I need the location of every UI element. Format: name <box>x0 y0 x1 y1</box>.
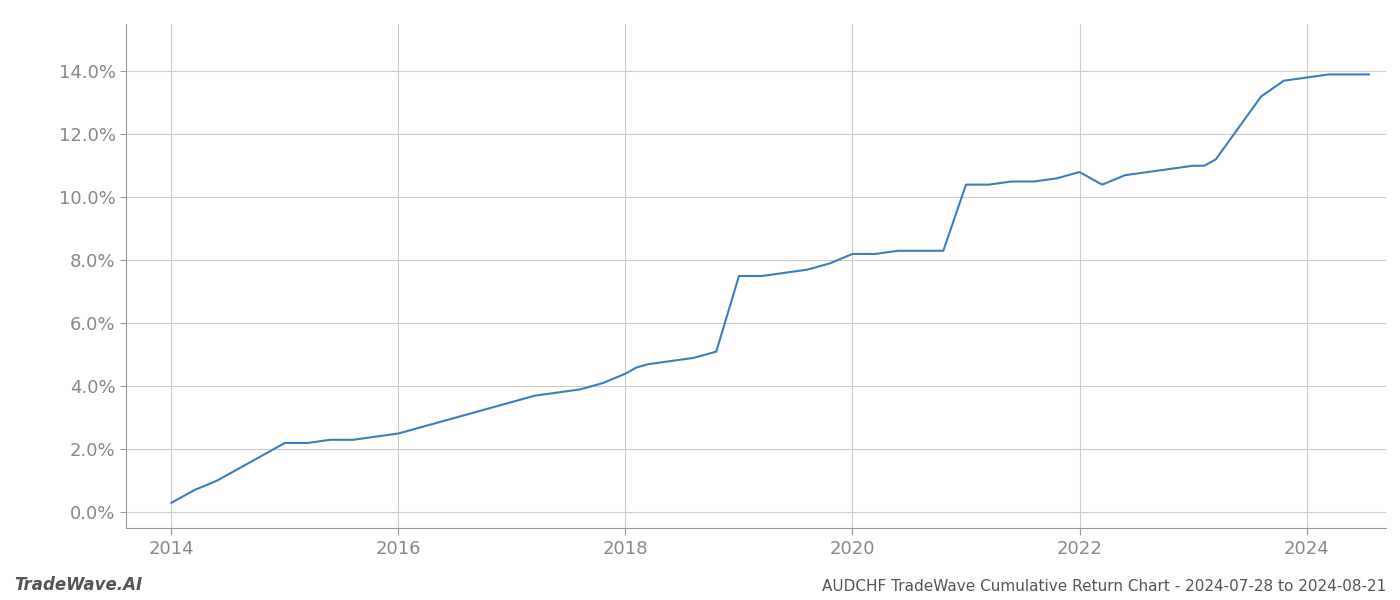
Text: TradeWave.AI: TradeWave.AI <box>14 576 143 594</box>
Text: AUDCHF TradeWave Cumulative Return Chart - 2024-07-28 to 2024-08-21: AUDCHF TradeWave Cumulative Return Chart… <box>822 579 1386 594</box>
